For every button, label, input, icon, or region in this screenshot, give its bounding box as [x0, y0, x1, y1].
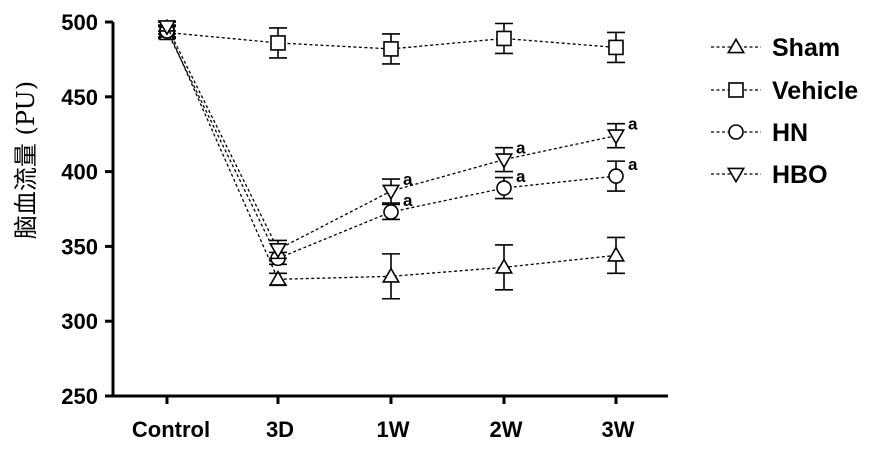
series-hn: aaa: [158, 23, 638, 267]
significance-label-hn-3w: a: [628, 155, 638, 174]
y-tick-label-300: 300: [61, 309, 98, 334]
x-tick-label-3w: 3W: [602, 417, 635, 442]
legend-item-hn: HN: [711, 119, 808, 147]
legend-label-hbo: HBO: [772, 161, 828, 189]
point-hn-3w: [608, 168, 624, 184]
y-tick-label-250: 250: [61, 384, 98, 409]
legend-item-sham: Sham: [711, 34, 840, 62]
point-sham-3d: [268, 270, 288, 286]
significance-label-hbo-2w: a: [516, 139, 526, 158]
significance-label-hn-1w: a: [403, 191, 413, 210]
point-hbo-3w: [606, 129, 626, 145]
series-vehicle: [158, 22, 625, 65]
x-tick-label-3d: 3D: [266, 417, 294, 442]
y-tick-label-500: 500: [61, 10, 98, 35]
x-ticks: Control 3D 1W 2W 3W: [132, 396, 635, 442]
y-tick-label-400: 400: [61, 160, 98, 185]
series-line-sham: [166, 27, 617, 280]
legend-item-vehicle: Vehicle: [711, 77, 858, 105]
point-sham-1w: [381, 267, 401, 283]
point-vehicle-3d: [270, 35, 286, 51]
legend-label-sham: Sham: [772, 34, 840, 62]
legend-marker-hbo: [726, 167, 746, 184]
point-sham-3w: [606, 246, 626, 262]
point-vehicle-1w: [383, 41, 399, 57]
x-tick-label-1w: 1W: [377, 417, 410, 442]
legend-marker-vehicle: [728, 82, 744, 98]
point-hbo-3d: [268, 242, 288, 259]
legend-label-vehicle: Vehicle: [772, 77, 858, 105]
y-ticks: 250 300 350 400 450 500: [61, 10, 113, 409]
series-line-vehicle: [166, 31, 617, 50]
significance-label-hn-2w: a: [516, 167, 526, 186]
point-sham-2w: [494, 258, 514, 274]
point-hn-2w: [496, 180, 512, 196]
legend-item-hbo: HBO: [711, 161, 828, 189]
x-tick-label-2w: 2W: [490, 417, 523, 442]
legend-marker-sham: [726, 37, 746, 54]
legend-label-hn: HN: [772, 119, 808, 147]
significance-label-hbo-1w: a: [403, 170, 413, 189]
y-axis-label: 脑血流量 (PU): [12, 81, 40, 239]
point-hbo-1w: [381, 184, 401, 201]
y-tick-label-450: 450: [61, 85, 98, 110]
series-hbo: aaa: [157, 20, 638, 260]
legend-marker-hn: [728, 124, 744, 140]
point-hbo-2w: [494, 153, 514, 169]
significance-label-hbo-3w: a: [628, 115, 638, 134]
point-hbo-control: [157, 20, 177, 36]
legend: Sham Vehicle HN HBO: [711, 34, 858, 189]
y-tick-label-350: 350: [61, 234, 98, 259]
point-vehicle-3w: [608, 39, 624, 56]
x-tick-label-control: Control: [132, 417, 210, 442]
series-line-hn: [166, 30, 617, 260]
point-vehicle-2w: [496, 30, 512, 47]
point-hn-1w: [383, 204, 399, 220]
